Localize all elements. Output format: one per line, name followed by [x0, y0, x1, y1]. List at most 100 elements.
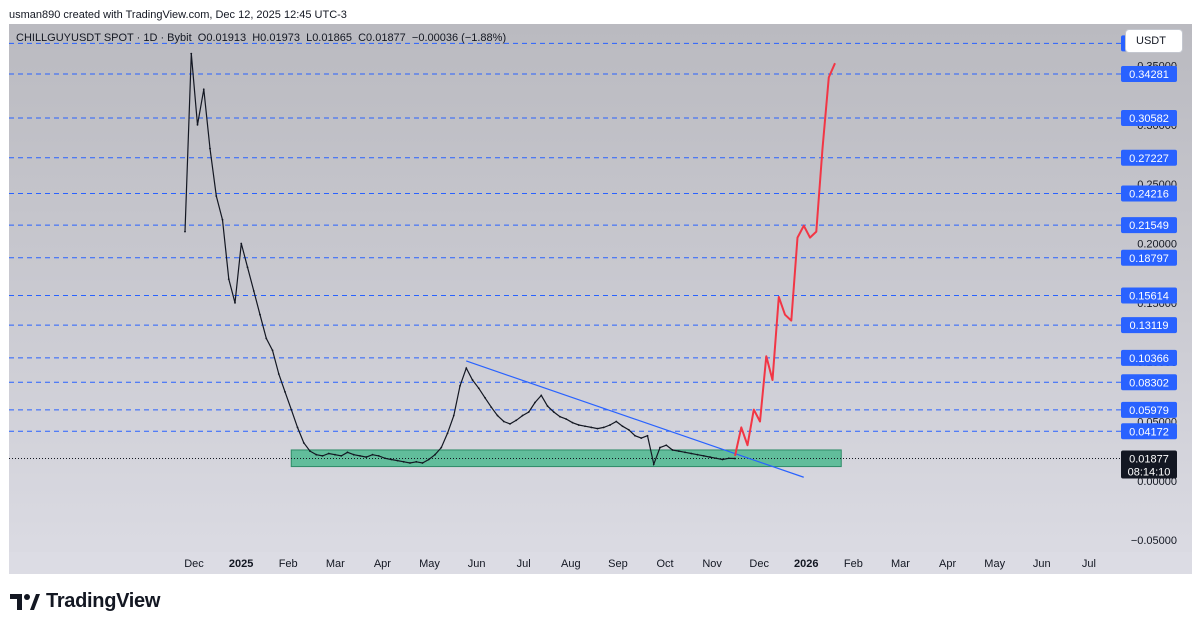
- price-point: [727, 457, 730, 460]
- price-point: [584, 425, 586, 428]
- level-price-label: 0.24216: [1129, 188, 1169, 200]
- price-point: [627, 428, 630, 431]
- price-point: [334, 453, 336, 456]
- x-tick-label: Sep: [608, 558, 628, 570]
- level-price-tag: [1121, 249, 1177, 266]
- price-point: [521, 414, 524, 417]
- last-price-tag: [1121, 450, 1177, 479]
- tradingview-brand: TradingView: [46, 590, 161, 612]
- chart-svg[interactable]: 0.350000.300000.250000.200000.150000.100…: [9, 24, 1192, 574]
- currency-button[interactable]: USDT: [1125, 29, 1183, 53]
- price-point: [427, 458, 430, 461]
- price-point: [696, 453, 699, 456]
- price-point: [621, 425, 624, 428]
- price-point: [234, 301, 236, 304]
- price-point: [671, 449, 674, 451]
- chart-caption: usman890 created with TradingView.com, D…: [9, 9, 347, 21]
- price-point: [496, 414, 499, 417]
- price-point: [240, 242, 243, 245]
- price-point: [721, 458, 724, 461]
- x-tick-label: Dec: [184, 558, 204, 570]
- price-point: [602, 426, 605, 429]
- level-price-tag: [1121, 423, 1177, 440]
- level-price-tag: [1121, 349, 1177, 366]
- price-point: [284, 390, 286, 393]
- price-point: [190, 52, 193, 55]
- price-point: [527, 411, 530, 413]
- price-point: [415, 460, 418, 463]
- x-tick-label: Jun: [468, 558, 486, 570]
- price-point: [184, 230, 186, 233]
- price-point: [571, 421, 574, 424]
- price-point: [684, 451, 686, 454]
- price-point: [396, 459, 399, 462]
- price-point: [209, 147, 211, 150]
- price-point: [421, 462, 424, 464]
- price-point: [665, 444, 668, 447]
- price-point: [434, 453, 436, 456]
- price-point: [271, 349, 274, 352]
- price-point: [440, 446, 443, 449]
- price-series-line: [184, 53, 736, 467]
- level-price-label: 0.10366: [1129, 353, 1169, 365]
- price-point: [484, 396, 486, 399]
- price-point: [590, 426, 593, 429]
- y-tick-label: 0.00000: [1137, 476, 1177, 488]
- x-tick-label: Mar: [326, 558, 345, 570]
- price-point: [634, 434, 636, 437]
- level-price-label: 0.05979: [1129, 405, 1169, 417]
- price-point: [702, 454, 705, 457]
- price-point: [640, 437, 643, 439]
- x-tick-label: 2025: [229, 558, 253, 570]
- projection-line: [734, 62, 836, 457]
- price-point: [215, 195, 218, 197]
- high-value: 0.01973: [260, 32, 300, 44]
- level-price-tag: [1121, 374, 1177, 391]
- x-tick-label: Dec: [749, 558, 769, 570]
- price-point: [277, 373, 280, 375]
- price-point: [302, 441, 305, 444]
- low-value: 0.01865: [312, 32, 352, 44]
- level-price-tag: [1121, 185, 1177, 202]
- price-point: [259, 313, 261, 316]
- level-price-tag: [1121, 149, 1177, 166]
- low-label: L: [306, 32, 313, 44]
- price-point: [652, 463, 655, 466]
- price-point: [615, 420, 618, 423]
- price-point: [577, 424, 580, 426]
- price-point: [309, 450, 311, 453]
- price-point: [646, 434, 649, 437]
- chart-area[interactable]: 0.350000.300000.250000.200000.150000.100…: [9, 24, 1192, 574]
- x-tick-label: 2026: [794, 558, 818, 570]
- price-point: [446, 432, 449, 435]
- price-point: [559, 415, 561, 418]
- price-point: [552, 411, 555, 413]
- price-point: [246, 266, 249, 269]
- price-point: [490, 406, 493, 409]
- support-zone: [290, 449, 842, 468]
- x-tick-label: Apr: [374, 558, 391, 570]
- price-point: [502, 420, 505, 423]
- price-point: [346, 451, 349, 454]
- price-point: [677, 450, 680, 453]
- price-point: [659, 446, 661, 449]
- x-tick-label: May: [419, 558, 440, 570]
- tradingview-logo[interactable]: TradingView: [10, 590, 160, 613]
- price-point: [340, 454, 343, 457]
- price-point: [459, 384, 461, 387]
- price-point: [596, 427, 599, 430]
- level-price-tag: [1121, 401, 1177, 418]
- price-point: [540, 394, 543, 397]
- x-tick-label: Aug: [561, 558, 581, 570]
- price-point: [534, 401, 536, 404]
- close-value: 0.01877: [366, 32, 406, 44]
- price-point: [327, 452, 330, 455]
- x-tick-label: Mar: [891, 558, 910, 570]
- price-point: [196, 123, 199, 126]
- price-point: [315, 453, 318, 456]
- open-label: O: [197, 32, 207, 44]
- price-point: [690, 452, 693, 455]
- x-tick-label: May: [984, 558, 1005, 570]
- level-price-label: 0.30582: [1129, 113, 1169, 125]
- price-point: [296, 426, 299, 429]
